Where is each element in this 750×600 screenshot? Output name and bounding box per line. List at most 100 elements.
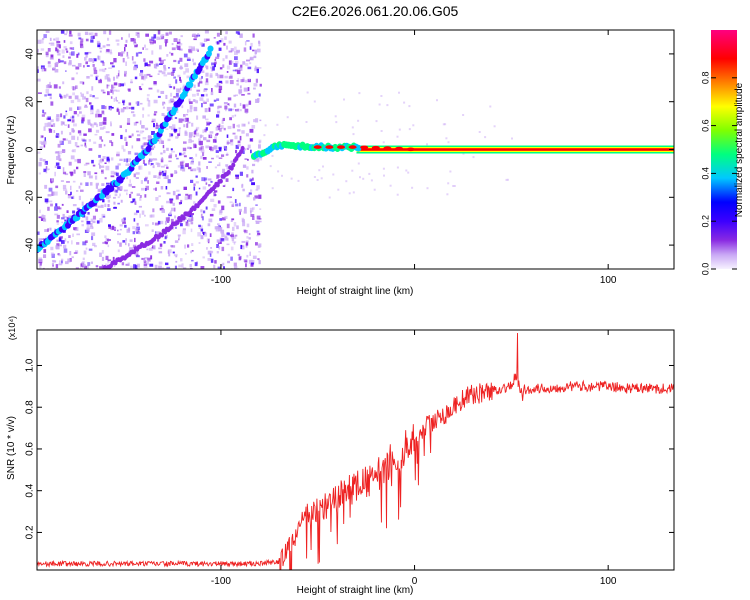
noise-speckle	[89, 102, 92, 105]
noise-speckle	[182, 86, 185, 91]
noise-speckle	[42, 38, 45, 40]
noise-speckle	[191, 250, 194, 252]
noise-speckle	[233, 103, 237, 108]
noise-speckle	[193, 201, 196, 204]
noise-speckle	[51, 124, 53, 127]
noise-speckle	[107, 78, 111, 82]
noise-speckle	[170, 245, 174, 248]
noise-speckle	[192, 58, 194, 62]
noise-speckle	[71, 115, 75, 119]
noise-speckle	[173, 59, 177, 63]
noise-speckle	[244, 158, 248, 160]
noise-speckle	[224, 105, 228, 110]
noise-speckle	[158, 176, 161, 179]
noise-speckle	[396, 193, 399, 196]
noise-speckle	[119, 188, 123, 191]
noise-speckle	[158, 261, 163, 265]
noise-speckle	[39, 209, 41, 214]
noise-speckle	[335, 121, 338, 124]
noise-speckle	[47, 64, 52, 68]
noise-speckle	[472, 156, 475, 159]
noise-speckle	[127, 262, 130, 266]
noise-speckle	[228, 108, 233, 112]
noise-speckle	[60, 30, 65, 34]
noise-speckle	[39, 264, 42, 269]
noise-speckle	[216, 53, 220, 57]
noise-speckle	[209, 253, 212, 257]
noise-speckle	[134, 201, 137, 205]
noise-speckle	[159, 45, 162, 50]
noise-speckle	[76, 207, 80, 211]
noise-speckle	[222, 185, 226, 187]
noise-speckle	[217, 42, 220, 45]
noise-speckle	[259, 83, 262, 87]
noise-speckle	[169, 51, 171, 54]
noise-speckle	[201, 216, 204, 221]
noise-speckle	[71, 256, 74, 259]
noise-speckle	[66, 30, 68, 34]
noise-speckle	[137, 134, 141, 137]
noise-speckle	[101, 170, 104, 172]
noise-speckle	[113, 264, 116, 267]
noise-speckle	[52, 67, 56, 71]
noise-speckle	[357, 162, 360, 165]
noise-speckle	[115, 96, 117, 102]
noise-speckle	[113, 207, 117, 209]
noise-speckle	[135, 177, 139, 179]
noise-speckle	[195, 126, 200, 130]
noise-speckle	[121, 218, 125, 222]
noise-speckle	[368, 172, 371, 175]
noise-speckle	[436, 99, 438, 102]
noise-speckle	[170, 173, 173, 178]
noise-speckle	[84, 96, 86, 100]
noise-speckle	[63, 95, 66, 98]
noise-speckle	[235, 203, 239, 207]
noise-speckle	[120, 199, 123, 203]
noise-speckle	[113, 172, 116, 175]
noise-speckle	[249, 46, 252, 50]
noise-speckle	[254, 195, 259, 199]
noise-speckle	[211, 157, 214, 160]
colorbar-axes: 0.00.20.40.60.8	[700, 72, 737, 275]
noise-speckle	[203, 38, 208, 42]
noise-speckle	[38, 172, 41, 175]
y-tick-label: 0.4	[25, 483, 36, 497]
noise-speckle	[227, 97, 232, 101]
noise-speckle	[478, 131, 481, 133]
noise-speckle	[88, 148, 93, 151]
noise-speckle	[228, 60, 232, 65]
noise-speckle	[217, 266, 221, 269]
noise-speckle	[232, 226, 235, 231]
noise-speckle	[72, 92, 75, 96]
noise-speckle	[258, 140, 261, 144]
noise-speckle	[241, 130, 245, 134]
noise-speckle	[155, 62, 158, 67]
noise-speckle	[59, 236, 63, 239]
noise-speckle	[108, 224, 111, 227]
noise-speckle	[258, 220, 262, 223]
noise-speckle	[53, 130, 56, 133]
noise-speckle	[205, 65, 209, 70]
noise-speckle	[137, 33, 140, 38]
noise-speckle	[95, 265, 99, 268]
noise-speckle	[230, 60, 234, 64]
noise-speckle	[426, 143, 428, 146]
noise-speckle	[82, 261, 85, 266]
noise-speckle	[159, 63, 163, 65]
noise-speckle	[213, 99, 217, 102]
noise-speckle	[92, 95, 95, 98]
noise-speckle	[196, 166, 201, 171]
noise-speckle	[182, 147, 187, 152]
noise-speckle	[158, 70, 163, 73]
noise-speckle	[248, 78, 251, 81]
noise-speckle	[351, 169, 354, 172]
noise-speckle	[103, 144, 106, 147]
noise-speckle	[146, 73, 151, 76]
noise-speckle	[170, 210, 172, 214]
noise-speckle	[189, 105, 193, 110]
noise-speckle	[226, 71, 229, 73]
noise-speckle	[222, 58, 225, 62]
noise-speckle	[151, 131, 155, 135]
noise-speckle	[253, 197, 256, 201]
noise-speckle	[39, 140, 43, 145]
